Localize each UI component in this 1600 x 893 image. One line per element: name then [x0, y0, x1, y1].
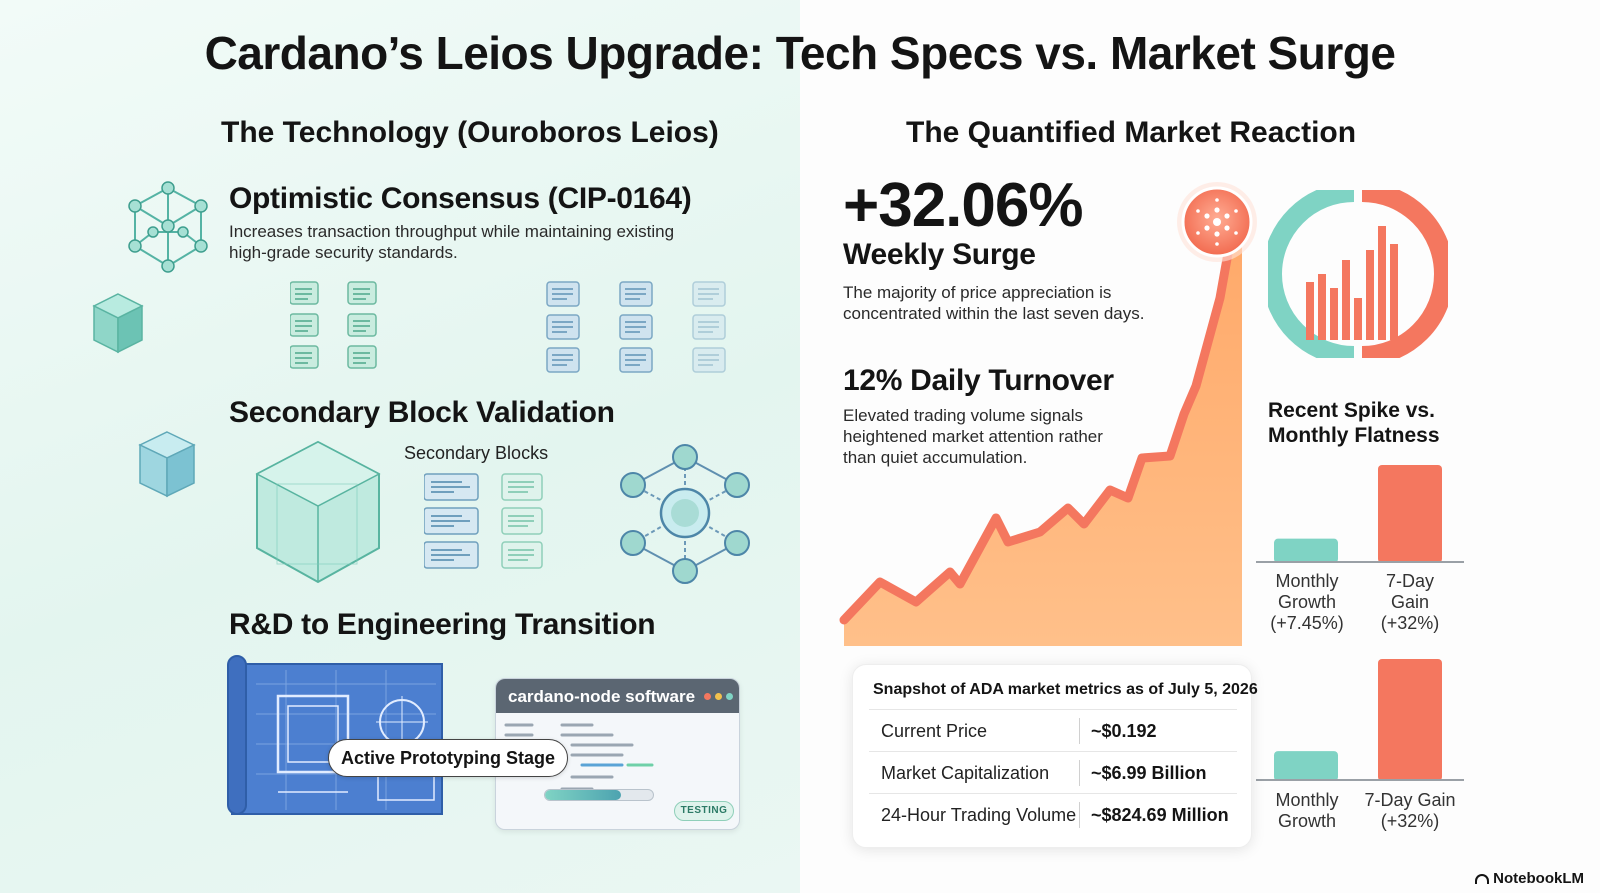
surge-value: +32.06%	[843, 171, 1083, 240]
price-line	[839, 211, 1247, 625]
turnover-description: Elevated trading volume signals heighten…	[843, 406, 1103, 467]
column-divider	[1079, 802, 1080, 828]
monthly-growth-bar	[1274, 538, 1338, 563]
notebooklm-brand: NotebookLM	[1475, 870, 1584, 887]
growth-bar-chart-1	[1256, 465, 1464, 563]
validator-network-icon	[620, 444, 750, 584]
price-area	[844, 216, 1242, 646]
notebooklm-logo-icon	[1475, 874, 1490, 884]
growth-bar-chart-2	[1256, 659, 1464, 781]
stage-label: Active Prototyping Stage	[328, 739, 568, 777]
cube-icon	[92, 293, 144, 354]
software-window-title: cardano-node software	[508, 687, 696, 706]
technology-heading: The Technology (Ouroboros Leios)	[221, 116, 719, 149]
testing-badge: TESTING	[674, 801, 734, 821]
donut-bars-icon	[1268, 190, 1448, 358]
seven-day-gain-bar	[1378, 659, 1442, 781]
main-block-cube	[255, 440, 381, 584]
blueprint-graphic	[227, 655, 443, 815]
stage-label-text: Active Prototyping Stage	[340, 748, 556, 768]
market-heading: The Quantified Market Reaction	[906, 116, 1357, 149]
window-dot-icon	[704, 693, 711, 700]
progress-bar	[544, 789, 654, 801]
secondary-blocks-graphic	[424, 473, 543, 569]
bar-label-monthly-growth: Monthly Growth (+7.45%)	[1270, 571, 1344, 633]
transaction-blocks-graphic	[290, 281, 726, 373]
transition-title: R&D to Engineering Transition	[229, 608, 656, 641]
metric-value: ~$6.99 Billion	[1091, 763, 1207, 783]
table-row: 24-Hour Trading Volume ~$824.69 Million	[869, 793, 1237, 835]
metric-value: ~$824.69 Million	[1091, 805, 1229, 825]
progress-bar-fill	[545, 790, 621, 800]
consensus-description: Increases transaction throughput while m…	[229, 222, 675, 262]
column-divider	[1079, 718, 1080, 744]
metric-label: Market Capitalization	[881, 763, 1050, 783]
cube-icon	[138, 431, 196, 498]
brand-text: NotebookLM	[1493, 870, 1584, 887]
surge-label: Weekly Surge	[843, 238, 1036, 271]
bar-label-monthly-growth: Monthly Growth	[1275, 790, 1339, 831]
market-snapshot-card: Snapshot of ADA market metrics as of Jul…	[852, 664, 1258, 848]
seven-day-gain-bar	[1378, 465, 1442, 563]
network-cube-icon	[128, 181, 208, 273]
code-lines-graphic	[504, 723, 654, 791]
metric-value: ~$0.192	[1091, 721, 1157, 741]
surge-description: The majority of price appreciation is co…	[843, 283, 1145, 323]
bar-label-seven-day-gain: 7-Day Gain (+32%)	[1380, 571, 1440, 633]
metric-label: Current Price	[881, 721, 988, 741]
table-row: Market Capitalization ~$6.99 Billion	[869, 751, 1237, 793]
snapshot-title: Snapshot of ADA market metrics as of Jul…	[873, 681, 1258, 698]
table-row: Current Price ~$0.192	[869, 709, 1237, 751]
consensus-title: Optimistic Consensus (CIP-0164)	[229, 182, 692, 215]
validation-title: Secondary Block Validation	[229, 396, 615, 429]
secondary-blocks-label: Secondary Blocks	[404, 443, 549, 463]
window-dot-icon	[715, 693, 722, 700]
monthly-growth-bar	[1274, 751, 1338, 781]
bar-label-seven-day-gain: 7-Day Gain (+32%)	[1364, 790, 1456, 831]
spike-title: Recent Spike vs. Monthly Flatness	[1268, 399, 1440, 447]
turnover-title: 12% Daily Turnover	[843, 364, 1114, 397]
column-divider	[1079, 760, 1080, 786]
window-dot-icon	[726, 693, 733, 700]
software-window-titlebar: cardano-node software	[496, 679, 739, 713]
page-title: Cardano’s Leios Upgrade: Tech Specs vs. …	[204, 27, 1396, 79]
metric-label: 24-Hour Trading Volume	[881, 805, 1077, 825]
price-trend-chart	[839, 182, 1257, 646]
